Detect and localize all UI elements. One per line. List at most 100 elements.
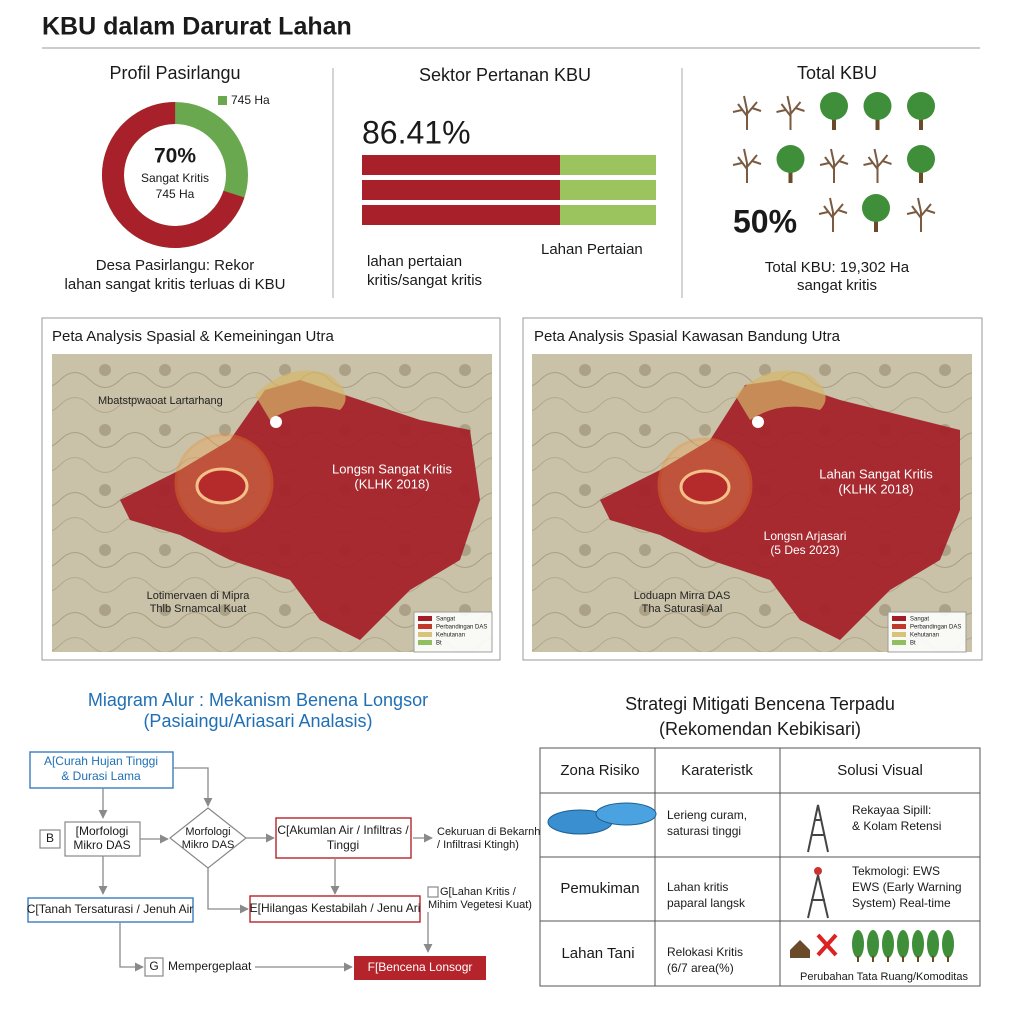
caption: lahan sangat kritis terluas di KBU bbox=[65, 276, 286, 293]
panel-title: Sektor Pertanan KBU bbox=[419, 65, 591, 85]
tree bbox=[887, 956, 889, 962]
pin bbox=[270, 416, 282, 428]
node-label: B bbox=[46, 831, 54, 845]
node-label: & Durasi Lama bbox=[61, 769, 141, 783]
caption: Total KBU: 19,302 Ha bbox=[765, 259, 910, 276]
legend-swatch bbox=[892, 632, 906, 637]
profile-panel: Profil Pasirlangu 745 Ha 70% Sangat Krit… bbox=[65, 63, 286, 293]
focus-core bbox=[679, 469, 731, 505]
total-panel: Total KBU 50% Total KBU: 19,302 Ha sanga… bbox=[732, 63, 936, 294]
map-label: (5 Des 2023) bbox=[770, 543, 839, 557]
donut-arc bbox=[102, 102, 248, 248]
tree bbox=[857, 956, 859, 962]
page-title: KBU dalam Darurat Lahan bbox=[42, 13, 352, 41]
flow-arrow bbox=[207, 868, 249, 914]
leafy-tree bbox=[919, 167, 923, 183]
bar-stack bbox=[362, 155, 656, 225]
table-cell: paparal langsk bbox=[667, 896, 746, 910]
tree bbox=[912, 930, 924, 958]
node-label: Mikro DAS bbox=[73, 838, 130, 852]
map-label: Mbatstpwaoat Lartarhang bbox=[98, 395, 223, 407]
legend-label: Kehutanan bbox=[910, 633, 939, 639]
node-note: G[Lahan Kritis / bbox=[440, 886, 517, 898]
column-header: Zona Risiko bbox=[560, 762, 639, 779]
table-cell: (6/7 area(%) bbox=[667, 961, 734, 975]
table-cell: Tekmologi: EWS bbox=[852, 864, 940, 878]
tree bbox=[902, 956, 904, 962]
caption: Desa Pasirlangu: Rekor bbox=[96, 257, 254, 274]
table-cell: Relokasi Kritis bbox=[667, 945, 743, 959]
boundary-area bbox=[255, 370, 346, 420]
strategy-table: Strategi Mitigati Bencena Terpadu (Rekom… bbox=[539, 694, 981, 987]
map-label: Longsn Arjasari bbox=[764, 529, 847, 543]
node-label: C[Akumlan Air / Infiltras / bbox=[277, 823, 409, 837]
node-label: C[Tanah Tersaturasi / Jenuh Air bbox=[27, 902, 194, 916]
critical-zone bbox=[120, 380, 480, 640]
tower-icon bbox=[807, 804, 829, 919]
tree bbox=[947, 956, 949, 962]
bar-label: kritis/sangat kritis bbox=[367, 272, 482, 289]
legend-swatch bbox=[892, 624, 906, 629]
map-label: Thlb Srnamcal Kuat bbox=[150, 603, 247, 615]
leafy-tree bbox=[907, 92, 935, 120]
leafy-tree bbox=[919, 114, 923, 130]
map-title: Peta Analysis Spasial & Kemeiningan Utra bbox=[52, 328, 334, 345]
flow-node bbox=[39, 829, 61, 849]
tree bbox=[882, 930, 894, 958]
flow-arrow bbox=[119, 922, 144, 972]
bare-tree bbox=[906, 197, 936, 232]
legend-label: Perbandingan DAS bbox=[436, 625, 487, 631]
bare-tree bbox=[819, 148, 849, 183]
leafy-tree bbox=[820, 92, 848, 120]
map-legend: Sangat Perbandingan DAS Kehutanan Bt bbox=[413, 611, 493, 653]
node-note: Mihim Vegetesi Kuat) bbox=[428, 899, 532, 911]
flow-title: (Pasiaingu/Ariasari Analasis) bbox=[143, 711, 372, 731]
panel-title: Total KBU bbox=[797, 63, 877, 83]
map-panel: Peta Analysis Spasial Kawasan Bandung Ut… bbox=[522, 317, 983, 661]
table-cell: saturasi tinggi bbox=[667, 824, 741, 838]
table-cell: Lerieng curam, bbox=[667, 808, 747, 822]
map-title: Peta Analysis Spasial Kawasan Bandung Ut… bbox=[534, 328, 841, 345]
node-note: / Infiltrasi Ktingh) bbox=[437, 839, 519, 851]
legend-swatch bbox=[892, 616, 906, 621]
donut-percent: 70% bbox=[154, 145, 196, 168]
legend-swatch bbox=[418, 640, 432, 645]
map-label: Lahan Sangat Kritis bbox=[819, 466, 933, 481]
table-cell: EWS (Early Warning bbox=[852, 880, 962, 894]
table-cell: Lahan kritis bbox=[667, 880, 728, 894]
leafy-tree bbox=[862, 194, 890, 222]
leafy-tree bbox=[874, 216, 878, 232]
node-label: Morfologi bbox=[185, 826, 230, 838]
legend-swatch bbox=[892, 640, 906, 645]
leafy-tree bbox=[788, 167, 793, 183]
pool-icon bbox=[547, 802, 657, 835]
table-cell: Lahan Tani bbox=[561, 945, 634, 962]
bar-label: Lahan Pertaian bbox=[541, 241, 643, 258]
flow-title: Miagram Alur : Mekanism Benena Longsor bbox=[88, 690, 428, 710]
tree bbox=[897, 930, 909, 958]
map-legend: Sangat Perbandingan DAS Kehutanan Bt bbox=[887, 611, 967, 653]
tree bbox=[852, 930, 864, 958]
big-value: 50% bbox=[733, 203, 797, 239]
table-cell: System) Real-time bbox=[852, 896, 951, 910]
bar-label: lahan pertaian bbox=[367, 253, 462, 270]
map-label: Tha Saturasi Aal bbox=[642, 603, 723, 615]
bare-tree bbox=[818, 197, 848, 232]
node-label: [Morfologi bbox=[76, 824, 129, 838]
land-icon bbox=[790, 933, 838, 958]
tree-row bbox=[852, 930, 954, 962]
tree bbox=[872, 956, 874, 962]
node-label: A[Curah Hujan Tinggi bbox=[44, 754, 158, 768]
node-label: F[Bencena Lonsogr bbox=[368, 960, 473, 974]
flow-node bbox=[144, 957, 164, 977]
column-header: Solusi Visual bbox=[837, 762, 923, 779]
tree bbox=[927, 930, 939, 958]
flow-node bbox=[249, 895, 421, 923]
flow-arrow bbox=[173, 767, 213, 807]
table-title: Strategi Mitigati Bencena Terpadu bbox=[625, 694, 895, 714]
tree bbox=[917, 956, 919, 962]
caption: sangat kritis bbox=[797, 277, 877, 294]
leafy-tree bbox=[832, 114, 836, 130]
map-label: Lotimervaen di Mipra bbox=[147, 590, 251, 602]
